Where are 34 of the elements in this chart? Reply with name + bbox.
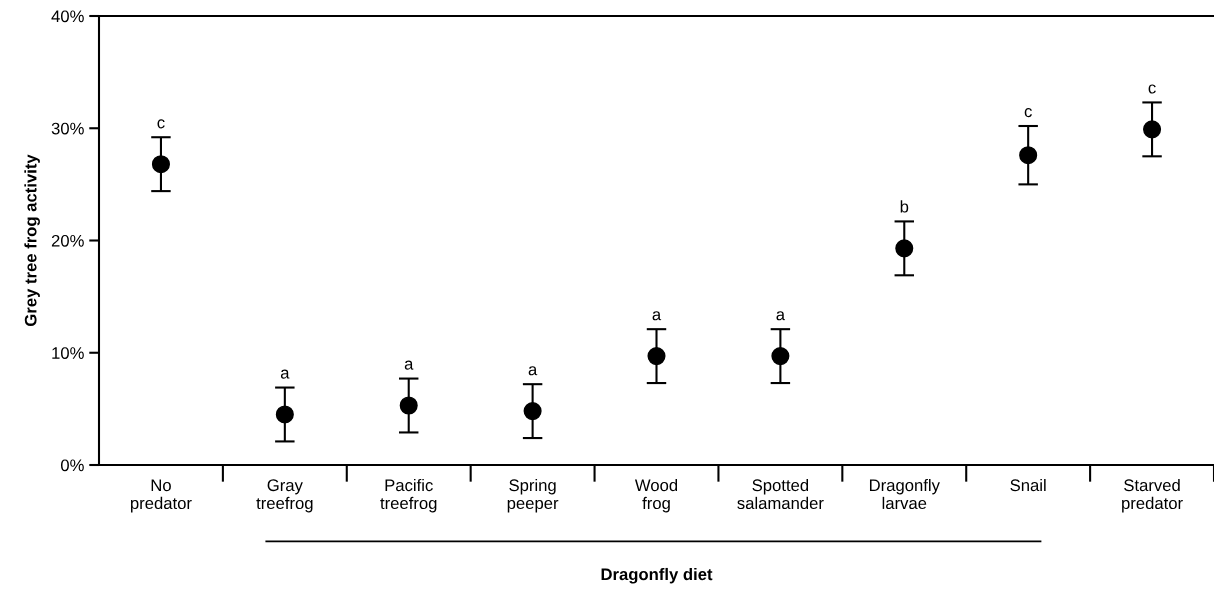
annotation: a xyxy=(652,311,662,321)
point xyxy=(647,347,666,366)
x-tick-label: Pacific treefrog xyxy=(380,478,437,513)
point xyxy=(771,347,790,366)
x-tick-label: Gray treefrog xyxy=(256,479,313,513)
x-tick-label: Snail xyxy=(1010,478,1046,492)
x-axis-title: Dragonfly diet xyxy=(601,567,713,584)
point xyxy=(523,402,542,421)
annotation: a xyxy=(404,360,414,370)
annotation: a xyxy=(280,369,290,379)
x-tick-label: Wood frog xyxy=(634,478,678,513)
x-tick-label: Starved predator xyxy=(1122,478,1183,513)
point xyxy=(895,239,914,258)
annotation: c xyxy=(1024,108,1032,118)
x-tick-label: No predator xyxy=(130,479,192,513)
y-tick-label: 30% xyxy=(51,122,84,135)
x-tick-label: Spring peeper xyxy=(507,478,559,513)
annotation: b xyxy=(900,200,909,213)
point xyxy=(275,405,294,424)
annotation: a xyxy=(528,366,538,376)
annotation: c xyxy=(157,119,165,129)
y-tick-label: 10% xyxy=(52,347,84,359)
x-tick-label: Spotted salamander xyxy=(737,478,824,510)
point xyxy=(1019,146,1038,165)
x-tick-label: Dragonfly larvae xyxy=(869,478,940,510)
y-axis-title: Grey tree frog activity xyxy=(24,154,40,326)
annotation: c xyxy=(1148,84,1156,94)
point xyxy=(399,396,418,415)
point xyxy=(151,155,170,174)
annotation: a xyxy=(776,311,786,321)
y-tick-label: 0% xyxy=(60,459,84,472)
y-tick-label: 20% xyxy=(51,234,84,247)
y-tick-label: 40% xyxy=(51,10,84,23)
point xyxy=(1143,120,1162,139)
